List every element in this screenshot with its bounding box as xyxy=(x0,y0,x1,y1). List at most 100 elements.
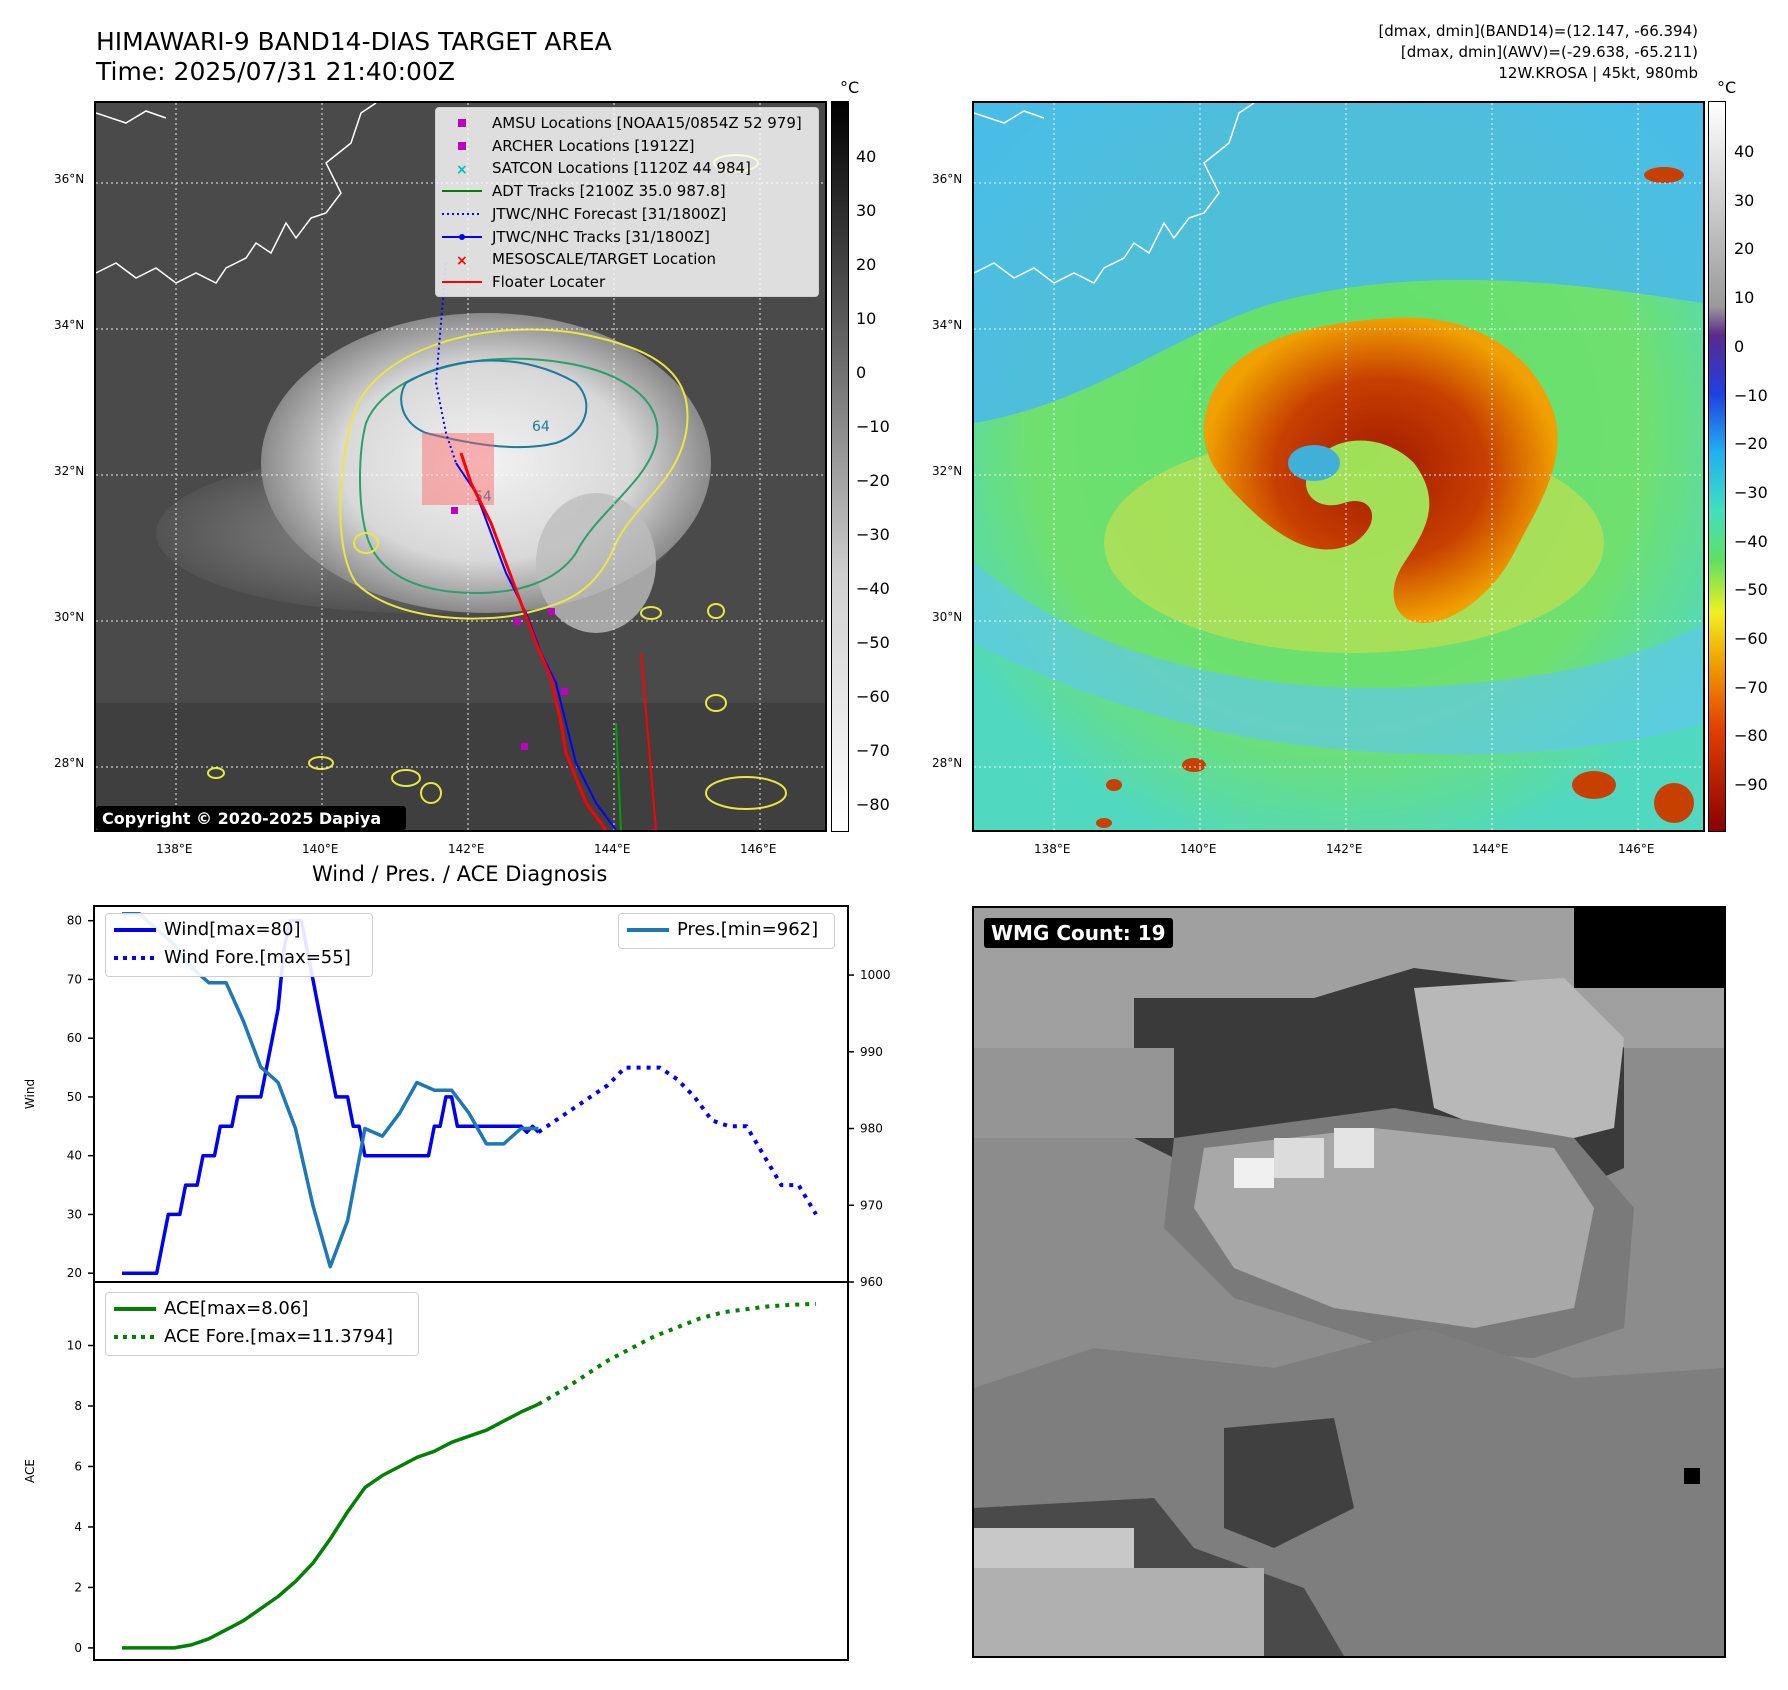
colorbar-tick: −20 xyxy=(1734,434,1768,454)
lon-label: 138°E xyxy=(156,842,193,856)
colorbar-tick: −80 xyxy=(1734,726,1768,746)
wind-forecast-line xyxy=(537,1065,818,1216)
colorbar-tick: 40 xyxy=(1734,142,1755,161)
lon-label: 144°E xyxy=(1472,842,1509,856)
ace-legend: ACE[max=8.06] ACE Fore.[max=11.3794] xyxy=(105,1292,419,1356)
colorbar-tick: −70 xyxy=(1734,677,1768,697)
wmg-count: WMG Count: 19 xyxy=(984,918,1173,948)
y-tick-label: 960 xyxy=(860,1275,883,1289)
lat-label: 34°N xyxy=(932,318,963,332)
target-box xyxy=(422,433,494,505)
legend-entry: AMSU Locations [NOAA15/0854Z 52 979] xyxy=(442,112,810,135)
colorbar-right xyxy=(1708,101,1726,832)
storm-core xyxy=(1203,317,1558,623)
y-tick-label: 60 xyxy=(67,1031,82,1045)
ace-axis-label: ACE xyxy=(23,1459,37,1483)
y-tick-label: 40 xyxy=(67,1149,82,1163)
colorbar-tick: 0 xyxy=(1734,336,1745,356)
wind-legend: Wind[max=80] Wind Fore.[max=55] xyxy=(105,913,373,977)
legend-marker: × xyxy=(456,162,468,177)
legend-entry: × MESOSCALE/TARGET Location xyxy=(442,248,810,271)
colorbar-tick: −20 xyxy=(856,471,890,490)
wind-fore-legend-key xyxy=(114,956,156,960)
y-tick-label: 20 xyxy=(67,1266,82,1280)
wmg-panel xyxy=(972,906,1726,1658)
colorbar-tick: −90 xyxy=(1734,775,1768,795)
adt-track xyxy=(615,722,622,830)
legend-label: Floater Locater xyxy=(492,272,606,291)
colorbar-tick: 30 xyxy=(856,201,877,220)
colorbar-left xyxy=(831,101,849,832)
colorbar-right-unit: °C xyxy=(1717,78,1737,97)
lat-label: 36°N xyxy=(932,172,963,186)
legend-entry: × SATCON Locations [1120Z 44 984] xyxy=(442,157,810,180)
y-tick-label: 4 xyxy=(74,1520,82,1534)
colorbar-tick: 10 xyxy=(856,309,877,328)
y-tick-label: 2 xyxy=(74,1580,82,1594)
lon-label: 142°E xyxy=(448,842,485,856)
legend-marker xyxy=(458,142,466,151)
y-tick-label: 1000 xyxy=(860,968,891,982)
y-tick-label: 80 xyxy=(67,914,82,928)
legend-entry: JTWC/NHC Forecast [31/1800Z] xyxy=(442,203,810,226)
y-tick-label: 10 xyxy=(67,1339,82,1353)
wind-legend-label: Wind[max=80] xyxy=(164,919,301,940)
colorbar-tick: 30 xyxy=(1734,190,1755,210)
legend-label: JTWC/NHC Forecast [31/1800Z] xyxy=(492,204,727,223)
lon-label: 146°E xyxy=(740,842,777,856)
figure-time: Time: 2025/07/31 21:40:00Z xyxy=(96,57,455,86)
colorbar-tick: −10 xyxy=(1734,385,1768,405)
lat-label: 32°N xyxy=(932,464,963,478)
svg-text:×: × xyxy=(456,253,468,268)
lat-label: 36°N xyxy=(54,172,85,186)
y-tick-label: 50 xyxy=(67,1090,82,1104)
y-tick-label: 70 xyxy=(67,972,82,986)
wind-axis-label: Wind xyxy=(23,1079,37,1109)
figure-title: HIMAWARI-9 BAND14-DIAS TARGET AREA xyxy=(96,27,612,56)
colorbar-tick: 10 xyxy=(1734,288,1755,308)
colorbar-tick: −70 xyxy=(856,741,890,760)
amsu-markers xyxy=(451,507,568,750)
svg-text:×: × xyxy=(456,162,468,177)
ace-legend-key xyxy=(114,1307,156,1311)
legend-label: AMSU Locations [NOAA15/0854Z 52 979] xyxy=(492,114,802,132)
lon-label: 144°E xyxy=(594,842,631,856)
lon-label: 140°E xyxy=(1180,842,1217,856)
colorbar-tick: 20 xyxy=(1734,239,1755,259)
legend-label: ARCHER Locations [1912Z] xyxy=(492,136,695,155)
colorbar-tick: −10 xyxy=(856,417,890,436)
lon-label: 146°E xyxy=(1618,842,1655,856)
colorbar-tick: −50 xyxy=(856,633,890,652)
ace-line xyxy=(122,1402,540,1650)
copyright-text: Copyright © 2020-2025 Dapiya xyxy=(102,809,381,828)
legend-marker xyxy=(442,233,482,240)
pres-legend-label: Pres.[min=962] xyxy=(677,919,819,940)
floater-track xyxy=(459,452,608,830)
legend-label: SATCON Locations [1120Z 44 984] xyxy=(492,159,751,178)
contour-green xyxy=(359,357,659,595)
y-tick-label: 8 xyxy=(74,1399,82,1413)
legend-marker xyxy=(442,190,482,193)
contour-label: 64 xyxy=(532,419,550,435)
coastline xyxy=(96,103,377,284)
wind-line xyxy=(122,918,540,1275)
storm-id: 12W.KROSA | 45kt, 980mb xyxy=(1498,64,1698,82)
contour-yellow xyxy=(339,328,689,620)
legend-marker xyxy=(458,119,466,128)
legend-entry: JTWC/NHC Tracks [31/1800Z] xyxy=(442,226,810,249)
dmax-band14: [dmax, dmin](BAND14)=(12.147, -66.394) xyxy=(1378,22,1698,40)
y-tick-label: 990 xyxy=(860,1045,883,1059)
legend-label: MESOSCALE/TARGET Location xyxy=(492,250,717,269)
lat-label: 32°N xyxy=(54,464,85,478)
y-tick-label: 6 xyxy=(74,1459,82,1473)
legend-marker xyxy=(442,281,482,284)
colorbar-tick: −60 xyxy=(1734,629,1768,648)
colorbar-tick: −30 xyxy=(856,525,890,544)
wind-fore-legend-label: Wind Fore.[max=55] xyxy=(164,947,351,968)
ace-fore-legend-key xyxy=(114,1335,156,1339)
pres-legend: Pres.[min=962] xyxy=(618,913,835,949)
lon-label: 138°E xyxy=(1034,842,1071,856)
awv-map-panel xyxy=(972,101,1705,832)
ace-forecast-line xyxy=(537,1301,817,1406)
lat-label: 30°N xyxy=(54,610,85,624)
